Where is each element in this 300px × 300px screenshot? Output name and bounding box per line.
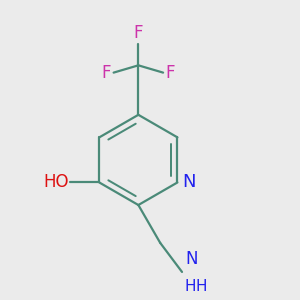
Text: F: F	[134, 24, 143, 42]
Text: H: H	[185, 279, 197, 294]
Text: HO: HO	[43, 173, 69, 191]
Text: N: N	[185, 250, 197, 268]
Text: F: F	[165, 64, 175, 82]
Text: H: H	[196, 279, 208, 294]
Text: F: F	[102, 64, 111, 82]
Text: N: N	[183, 173, 196, 191]
